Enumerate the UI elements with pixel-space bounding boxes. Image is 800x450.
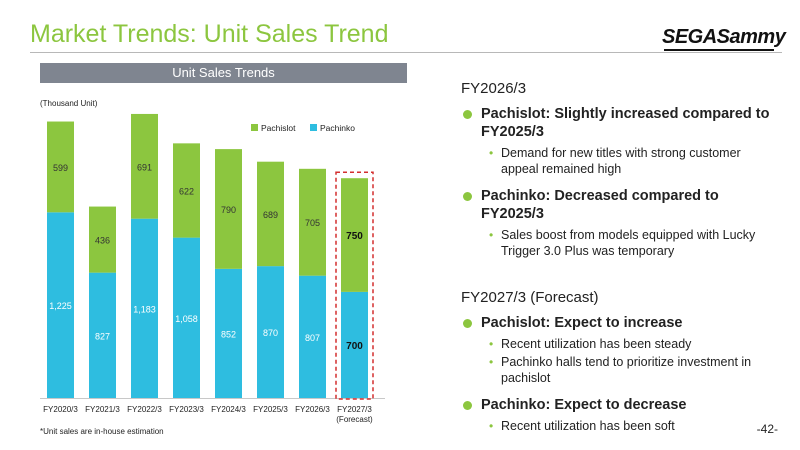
sub-bullet: • Recent utilization has been steady xyxy=(461,336,781,352)
bullet-point: Pachislot: Slightly increased compared t… xyxy=(461,105,781,141)
bullet-label: Pachinko: Expect to decrease xyxy=(481,397,687,413)
x-tick-label: FY2020/3 xyxy=(43,405,78,414)
sub-bullet: • Pachinko halls tend to prioritize inves… xyxy=(461,354,781,386)
bullet-label: Pachinko: Decreased compared to FY2025/3 xyxy=(481,188,719,222)
bullet-point: Pachinko: Expect to decrease xyxy=(461,396,781,414)
bar-pachinko xyxy=(131,218,158,398)
sub-bullet-icon: • xyxy=(489,419,494,433)
sub-bullet: • Demand for new titles with strong custo… xyxy=(461,145,781,177)
bar-pachinko xyxy=(299,275,326,398)
bullet-point: Pachislot: Expect to increase xyxy=(461,314,781,332)
section-fy2027: Pachislot: Expect to increase • Recent uti… xyxy=(461,314,781,444)
sub-bullet-icon: • xyxy=(489,355,494,369)
x-tick-label: FY2025/3 xyxy=(253,405,288,414)
data-label-pachislot: 599 xyxy=(53,163,68,173)
bar-pachinko xyxy=(89,272,116,398)
bullet-dot-icon xyxy=(463,401,472,410)
bar-pachislot xyxy=(299,168,326,276)
legend-label-pachislot: Pachislot xyxy=(261,123,296,133)
x-tick-label: FY2022/3 xyxy=(127,405,162,414)
legend-swatch-pachislot xyxy=(251,124,258,131)
sub-bullet: • Recent utilization has been soft xyxy=(461,418,781,434)
sub-bullet-icon: • xyxy=(489,337,494,351)
data-label-pachislot: 436 xyxy=(95,236,110,246)
sub-bullet-text: Demand for new titles with strong custom… xyxy=(501,146,741,176)
sub-bullet-icon: • xyxy=(489,146,494,160)
commentary-panel: FY2026/3 Pachislot: Slightly increased c… xyxy=(461,80,781,444)
data-label-pachislot: 691 xyxy=(137,162,152,172)
section-title-fy2026: FY2026/3 xyxy=(461,80,527,97)
bar-pachislot xyxy=(173,143,200,238)
data-label-pachinko: 1,183 xyxy=(133,304,156,314)
data-label-pachinko: 870 xyxy=(263,328,278,338)
logo-underline xyxy=(664,49,774,51)
x-tick-label: FY2024/3 xyxy=(211,405,246,414)
title-divider xyxy=(30,52,782,53)
x-tick-label: FY2023/3 xyxy=(169,405,204,414)
data-label-pachinko: 700 xyxy=(346,341,363,352)
bullet-dot-icon xyxy=(463,319,472,328)
bar-pachislot xyxy=(47,121,74,213)
data-label-pachinko: 1,058 xyxy=(175,314,198,324)
sub-bullet-text: Pachinko halls tend to prioritize invest… xyxy=(501,355,752,385)
bullet-point: Pachinko: Decreased compared to FY2025/3 xyxy=(461,187,781,223)
unit-label: (Thousand Unit) xyxy=(40,99,98,108)
section-fy2026: Pachislot: Slightly increased compared t… xyxy=(461,105,781,269)
x-tick-label: FY2026/3 xyxy=(295,405,330,414)
bar-pachinko xyxy=(215,268,242,398)
page-number: -42- xyxy=(756,422,778,436)
bullet-dot-icon xyxy=(463,110,472,119)
sub-bullet-text: Sales boost from models equipped with Lu… xyxy=(501,228,756,258)
data-label-pachislot: 689 xyxy=(263,210,278,220)
bar-pachislot xyxy=(131,113,158,219)
sub-bullet-text: Recent utilization has been soft xyxy=(501,419,675,433)
bar-pachinko xyxy=(257,266,284,398)
x-tick-label: (Forecast) xyxy=(336,415,373,424)
data-label-pachinko: 1,225 xyxy=(49,301,72,311)
x-tick-label: FY2027/3 xyxy=(337,405,372,414)
data-label-pachinko: 807 xyxy=(305,333,320,343)
data-label-pachislot: 705 xyxy=(305,218,320,228)
data-label-pachislot: 750 xyxy=(346,231,363,242)
data-label-pachislot: 790 xyxy=(221,205,236,215)
bar-pachinko xyxy=(341,291,368,398)
bar-pachinko xyxy=(47,212,74,398)
bar-pachislot xyxy=(215,149,242,269)
forecast-highlight-box xyxy=(335,171,374,400)
bar-pachislot xyxy=(89,206,116,273)
bullet-label: Pachislot: Expect to increase xyxy=(481,315,683,331)
data-label-pachinko: 827 xyxy=(95,331,110,341)
legend-label-pachinko: Pachinko xyxy=(320,123,355,133)
legend-swatch-pachinko xyxy=(310,124,317,131)
footnote: *Unit sales are in-house estimation xyxy=(40,427,164,436)
bullet-dot-icon xyxy=(463,192,472,201)
chart-banner: Unit Sales Trends xyxy=(40,63,407,83)
bar-pachinko xyxy=(173,237,200,398)
sub-bullet-text: Recent utilization has been steady xyxy=(501,337,692,351)
page-title: Market Trends: Unit Sales Trend xyxy=(30,20,389,48)
bar-pachislot xyxy=(341,178,368,292)
sub-bullet: • Sales boost from models equipped with L… xyxy=(461,227,781,259)
bullet-label: Pachislot: Slightly increased compared t… xyxy=(481,106,770,140)
data-label-pachislot: 622 xyxy=(179,186,194,196)
bar-pachislot xyxy=(257,161,284,267)
data-label-pachinko: 852 xyxy=(221,329,236,339)
company-logo: SEGASammy xyxy=(662,26,786,48)
sub-bullet-icon: • xyxy=(489,228,494,242)
section-title-fy2027: FY2027/3 (Forecast) xyxy=(461,289,599,306)
x-tick-label: FY2021/3 xyxy=(85,405,120,414)
